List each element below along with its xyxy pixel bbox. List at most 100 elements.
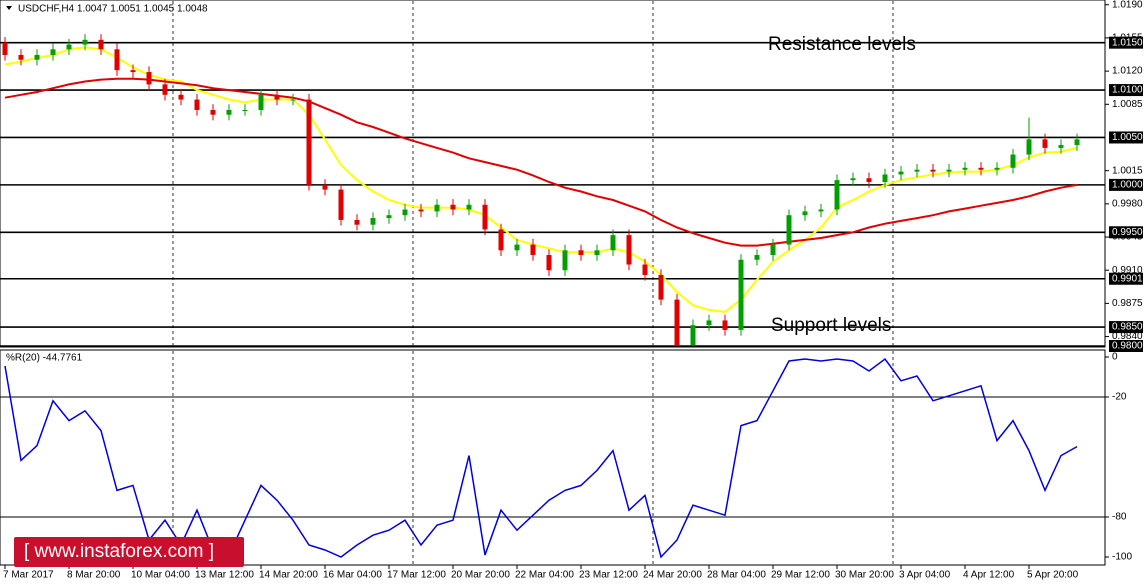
- candle-body: [610, 235, 616, 251]
- candle-body: [770, 244, 776, 256]
- x-tick-label: 20 Mar 20:00: [451, 570, 510, 581]
- level-label: 0.9950: [1112, 227, 1143, 238]
- candle-body: [866, 178, 872, 183]
- candle-body: [370, 218, 376, 225]
- level-label: 1.0000: [1112, 180, 1143, 191]
- candle-body: [802, 211, 808, 216]
- level-label-box: [1109, 131, 1143, 144]
- candle-body: [402, 209, 408, 216]
- level-label-box: [1109, 84, 1143, 97]
- candle-body: [530, 244, 536, 256]
- candle-body: [882, 174, 888, 183]
- x-tick-label: 10 Mar 04:00: [131, 570, 190, 581]
- y-tick-label: 0: [1112, 352, 1118, 363]
- candle-body: [946, 169, 952, 172]
- candle-body: [754, 255, 760, 260]
- level-label: 1.0150: [1112, 37, 1143, 48]
- candle-body: [34, 54, 40, 60]
- level-label-box: [1109, 178, 1143, 191]
- candle-body: [418, 209, 424, 212]
- candle-body: [994, 167, 1000, 170]
- x-tick-label: 4 Apr 12:00: [963, 570, 1015, 581]
- x-tick-label: 23 Mar 12:00: [579, 570, 638, 581]
- level-label: 0.9901: [1112, 273, 1143, 284]
- candle-body: [162, 84, 168, 95]
- x-tick-label: 16 Mar 04:00: [323, 570, 382, 581]
- level-label-box: [1109, 272, 1143, 285]
- y-tick-label: 1.0085: [1112, 99, 1143, 110]
- candle-body: [786, 215, 792, 245]
- candle-body: [578, 250, 584, 256]
- candle-body: [962, 167, 968, 170]
- candle-body: [482, 204, 488, 230]
- y-tick-label: 1.0190: [1112, 0, 1143, 10]
- x-tick-label: 8 Mar 20:00: [67, 570, 121, 581]
- watermark-text: [ www.instaforex.com ]: [24, 541, 214, 562]
- level-label: 1.0100: [1112, 85, 1143, 96]
- candle-body: [258, 94, 264, 110]
- candle-body: [1074, 139, 1080, 146]
- y-tick-label: -80: [1112, 512, 1127, 523]
- symbol-header: USDCHF,H4 1.0047 1.0051 1.0045 1.0048: [18, 4, 208, 15]
- level-label: 1.0050: [1112, 132, 1143, 143]
- candle-body: [818, 209, 824, 212]
- level-label-box: [1109, 36, 1143, 49]
- x-tick-label: 14 Mar 20:00: [259, 570, 318, 581]
- level-label: 0.9850: [1112, 322, 1143, 333]
- y-tick-label: 0.9980: [1112, 198, 1143, 209]
- menu-arrow: [6, 6, 12, 10]
- candle-body: [690, 325, 696, 346]
- candle-body: [434, 204, 440, 212]
- x-tick-label: 24 Mar 20:00: [643, 570, 702, 581]
- annotation: Support levels: [771, 315, 891, 336]
- y-tick-label: 0.9875: [1112, 298, 1143, 309]
- candle-body: [18, 54, 24, 60]
- candle-body: [642, 264, 648, 275]
- y-tick-label: -100: [1112, 552, 1132, 563]
- candle-body: [498, 229, 504, 251]
- candle-body: [562, 250, 568, 271]
- x-tick-label: 13 Mar 12:00: [195, 570, 254, 581]
- watermark-box: [14, 537, 244, 567]
- x-tick-label: 5 Apr 20:00: [1027, 570, 1079, 581]
- moving-average: [4, 77, 1078, 247]
- candle-body: [386, 215, 392, 219]
- x-tick-label: 3 Apr 04:00: [899, 570, 951, 581]
- level-label: 0.9800: [1112, 341, 1143, 352]
- x-tick-label: 7 Mar 2017: [3, 570, 54, 581]
- level-label-box: [1109, 226, 1143, 239]
- candle-body: [338, 189, 344, 220]
- candle-body: [722, 320, 728, 330]
- candle-body: [674, 299, 680, 346]
- candle-body: [658, 274, 664, 300]
- y-tick-label: 0.9910: [1112, 265, 1143, 276]
- candle-body: [738, 259, 744, 330]
- candle-body: [594, 250, 600, 256]
- y-tick-label: -20: [1112, 392, 1127, 403]
- candle-body: [914, 169, 920, 172]
- candle-body: [450, 204, 456, 210]
- candle-body: [1010, 154, 1016, 168]
- indicator-panel: [0, 349, 1106, 566]
- candle-body: [834, 180, 840, 210]
- candle-body: [1042, 139, 1048, 148]
- candle-body: [194, 99, 200, 110]
- candle-body: [226, 109, 232, 115]
- candle-body: [322, 184, 328, 190]
- candle-body: [354, 219, 360, 225]
- candle-body: [306, 99, 312, 185]
- level-label-box: [1109, 321, 1143, 334]
- candle-body: [1058, 145, 1064, 148]
- y-tick-label: 1.0015: [1112, 165, 1143, 176]
- candle-body: [290, 99, 296, 101]
- x-tick-label: 29 Mar 12:00: [771, 570, 830, 581]
- y-tick-label: 0.9840: [1112, 331, 1143, 342]
- candle-body: [178, 94, 184, 100]
- candle-body: [66, 44, 72, 50]
- candle-body: [978, 167, 984, 170]
- indicator-title: %R(20) -44.7761: [6, 353, 83, 364]
- candle-body: [1026, 139, 1032, 155]
- x-tick-label: 30 Mar 20:00: [835, 570, 894, 581]
- watermark: [ www.instaforex.com ]: [14, 537, 244, 567]
